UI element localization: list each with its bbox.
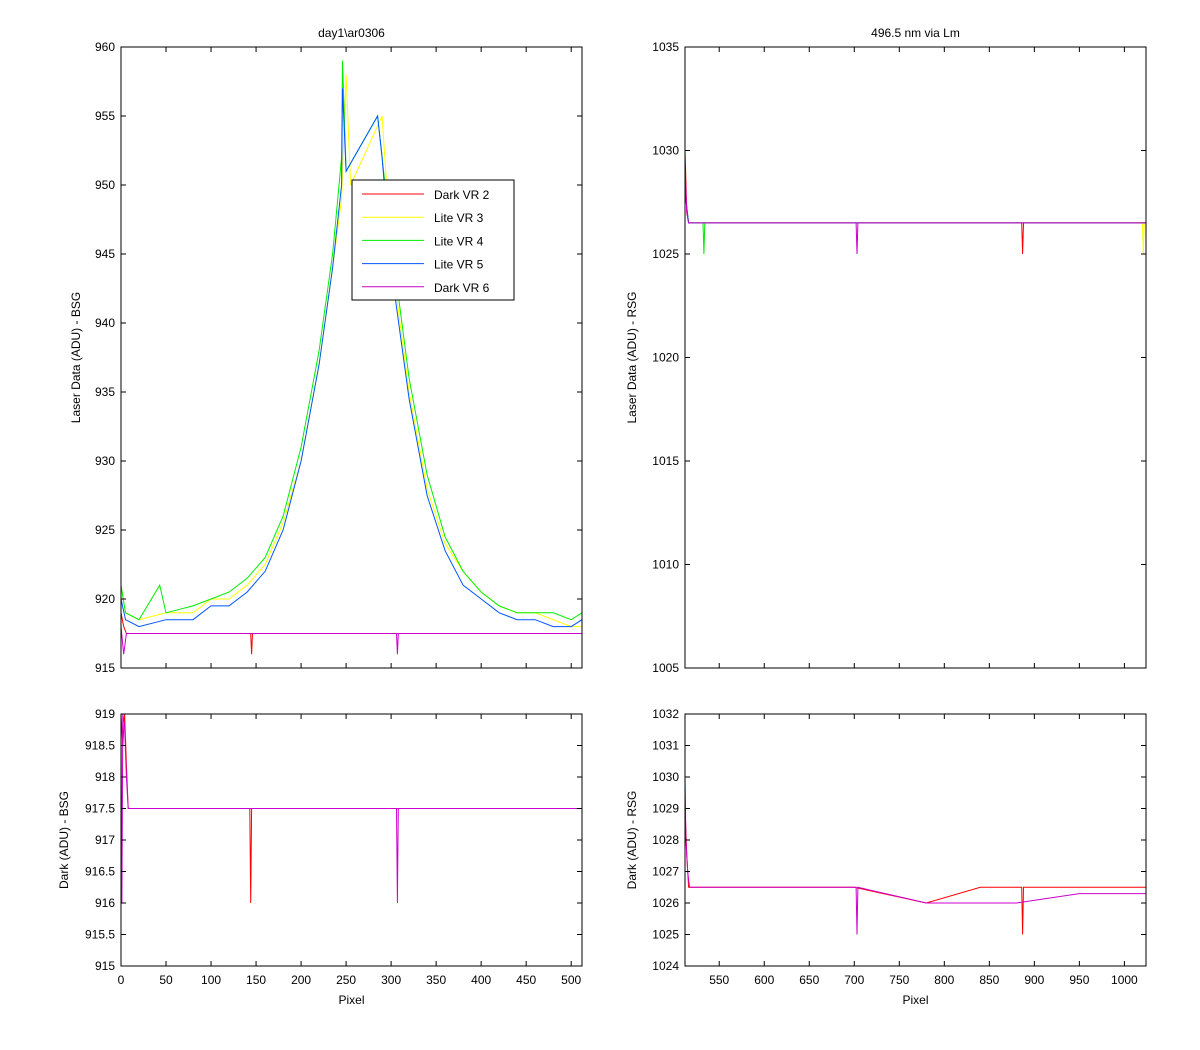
x-tick-label: 50 — [159, 973, 173, 987]
series-line-dark-vr-2 — [684, 808, 1146, 935]
x-tick-label: 400 — [471, 973, 491, 987]
x-tick-label: 100 — [201, 973, 221, 987]
x-axis-label: Pixel — [338, 993, 364, 1007]
y-axis-label: Dark (ADU) - RSG — [625, 791, 639, 890]
x-tick-label: 850 — [979, 973, 999, 987]
y-tick-label: 1028 — [652, 833, 679, 847]
y-tick-label: 1026 — [652, 896, 679, 910]
legend-entry: Lite VR 3 — [434, 211, 484, 225]
x-tick-label: 700 — [844, 973, 864, 987]
y-tick-label: 930 — [95, 454, 115, 468]
y-axis-label: Laser Data (ADU) - BSG — [69, 292, 83, 423]
series-line-dark-vr-6 — [120, 713, 582, 904]
y-tick-label: 916.5 — [85, 865, 115, 879]
y-tick-label: 1005 — [652, 661, 679, 675]
x-tick-label: 800 — [934, 973, 954, 987]
x-tick-label: 600 — [754, 973, 774, 987]
y-tick-label: 1029 — [652, 802, 679, 816]
y-tick-label: 920 — [95, 592, 115, 606]
y-tick-label: 955 — [95, 109, 115, 123]
y-axis-label: Dark (ADU) - BSG — [57, 791, 71, 889]
y-tick-label: 1010 — [652, 558, 679, 572]
x-tick-label: 150 — [246, 973, 266, 987]
y-tick-label: 1035 — [652, 40, 679, 54]
plot-area — [120, 713, 583, 967]
y-tick-label: 915 — [95, 959, 115, 973]
y-tick-label: 945 — [95, 247, 115, 261]
plot-area — [120, 46, 583, 669]
legend-entry: Dark VR 6 — [434, 281, 490, 295]
x-tick-label: 550 — [709, 973, 729, 987]
legend-entry: Lite VR 5 — [434, 258, 484, 272]
panel-bottom-left: 0 50 100 150 200 250 300 350 400 450 500 915 915.5 91… — [57, 707, 583, 1007]
x-tick-label: 350 — [426, 973, 446, 987]
x-tick-label: 450 — [516, 973, 536, 987]
y-tick-label: 1020 — [652, 351, 679, 365]
y-tick-label: 960 — [95, 40, 115, 54]
axis-box — [120, 46, 583, 669]
legend-entry: Lite VR 4 — [434, 234, 484, 248]
y-axis-label: Laser Data (ADU) - RSG — [625, 291, 639, 423]
x-tick-label: 200 — [291, 973, 311, 987]
x-tick-label: 250 — [336, 973, 356, 987]
x-tick-label: 1000 — [1111, 973, 1138, 987]
x-tick-label: 950 — [1069, 973, 1089, 987]
y-tick-label: 917 — [95, 833, 115, 847]
y-tick-label: 919 — [95, 707, 115, 721]
y-tick-label: 915.5 — [85, 928, 115, 942]
y-tick-label: 1027 — [652, 865, 679, 879]
panel-top-right: 1005 1010 1015 1020 1025 1030 1035 496.5 nm via… — [625, 26, 1147, 675]
x-tick-label: 300 — [381, 973, 401, 987]
chart-title: 496.5 nm via Lm — [871, 26, 960, 40]
y-tick-label: 1030 — [652, 144, 679, 158]
y-tick-label: 916 — [95, 896, 115, 910]
x-axis-label: Pixel — [902, 993, 928, 1007]
x-tick-label: 500 — [561, 973, 581, 987]
y-tick-label: 1030 — [652, 770, 679, 784]
y-tick-label: 1024 — [652, 959, 679, 973]
panel-bottom-right: 550 600 650 700 750 800 850 900 950 1000 1024 1025 1… — [625, 707, 1147, 1007]
plot-area — [684, 713, 1147, 967]
chart-title: day1\ar0306 — [318, 26, 385, 40]
legend-entry: Dark VR 2 — [434, 188, 490, 202]
y-tick-label: 1015 — [652, 454, 679, 468]
y-tick-label: 1025 — [652, 928, 679, 942]
y-tick-label: 925 — [95, 523, 115, 537]
y-tick-label: 917.5 — [85, 802, 115, 816]
y-tick-label: 1025 — [652, 247, 679, 261]
y-tick-label: 1031 — [652, 739, 679, 753]
series-line-dark-vr-6 — [684, 171, 1146, 255]
y-tick-label: 935 — [95, 385, 115, 399]
y-tick-label: 940 — [95, 316, 115, 330]
y-tick-label: 918 — [95, 770, 115, 784]
panel-top-left: 915 920 925 930 935 940 945 950 955 960 day1\ar030… — [69, 26, 583, 675]
y-tick-label: 950 — [95, 178, 115, 192]
legend: Dark VR 2 Lite VR 3 Lite VR 4 Lite VR 5 Dark… — [351, 179, 515, 301]
plot-area — [684, 46, 1147, 669]
x-tick-label: 650 — [799, 973, 819, 987]
series-line-lite-vr-4 — [120, 60, 583, 621]
y-tick-label: 918.5 — [85, 739, 115, 753]
x-tick-label: 900 — [1024, 973, 1044, 987]
x-tick-label: 0 — [118, 973, 125, 987]
series-line-dark-vr-6 — [120, 626, 582, 655]
y-tick-label: 915 — [95, 661, 115, 675]
series-line-lite-vr-5 — [120, 88, 583, 628]
x-tick-label: 750 — [889, 973, 909, 987]
y-tick-label: 1032 — [652, 707, 679, 721]
